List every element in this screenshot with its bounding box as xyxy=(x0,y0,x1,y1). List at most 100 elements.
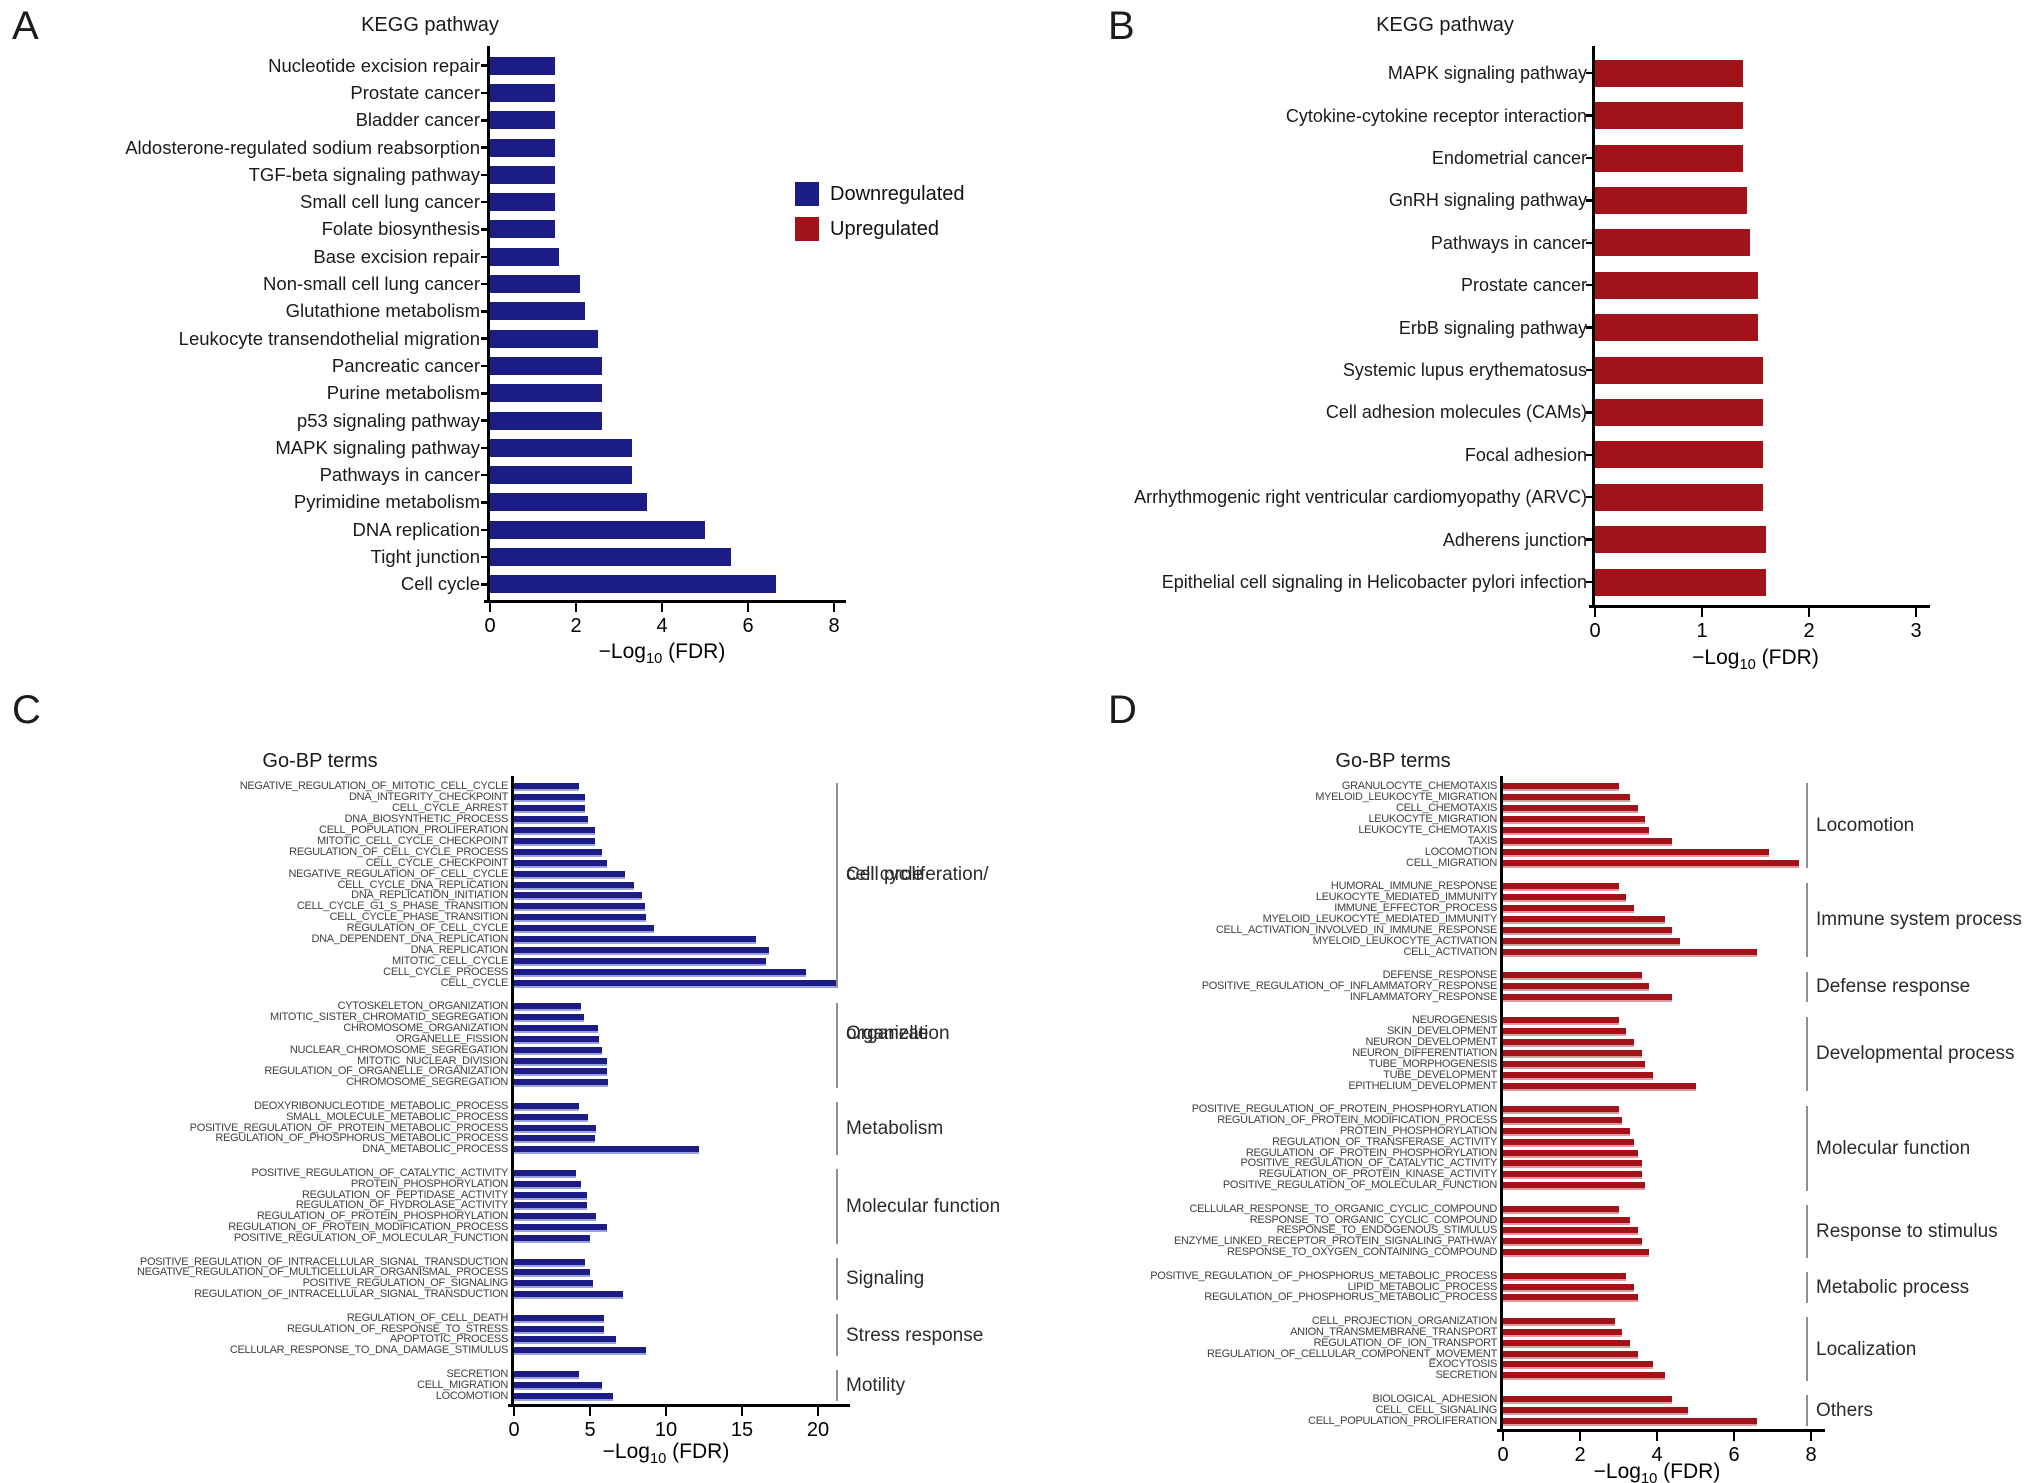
category-label: Small cell lung cancer xyxy=(300,191,480,213)
category-group-label-line: Others xyxy=(1816,1400,1874,1422)
category-label: NEURON_DIFFERENTIATION xyxy=(1352,1046,1497,1059)
category-group-line xyxy=(836,1169,838,1244)
bar xyxy=(514,881,635,890)
bar xyxy=(514,837,595,846)
row-tick xyxy=(1586,71,1594,75)
category-label: Bladder cancer xyxy=(355,109,480,131)
category-label: NEURON_DEVELOPMENT xyxy=(1365,1035,1497,1048)
row-tick xyxy=(481,173,489,177)
category-group-label-line: Stress response xyxy=(846,1324,984,1346)
category-label: Pathways in cancer xyxy=(1430,232,1587,253)
bar xyxy=(514,1135,595,1144)
x-axis-tick-label: 2 xyxy=(1574,1444,1586,1466)
bar xyxy=(490,111,555,130)
row-tick xyxy=(1586,368,1594,372)
bar xyxy=(514,1291,624,1300)
category-label: GnRH signaling pathway xyxy=(1388,190,1587,211)
row-tick xyxy=(481,337,489,340)
category-group-label-line: organization xyxy=(846,1023,950,1045)
panel-d-title: Go-BP terms xyxy=(1335,750,1451,772)
category-label: CELL_CYCLE_PHASE_TRANSITION xyxy=(329,911,509,924)
category-label: Prostate cancer xyxy=(1460,275,1587,296)
category-group-label-line: Metabolic process xyxy=(1816,1277,1970,1299)
bar xyxy=(490,220,555,239)
bar xyxy=(514,859,607,868)
category-label: POSITIVE_REGULATION_OF_MOLECULAR_FUNCTIO… xyxy=(1222,1179,1497,1192)
category-label: REGULATION_OF_CELL_CYCLE_PROCESS xyxy=(289,845,508,858)
bar xyxy=(514,1102,580,1111)
x-axis-tick-label: 5 xyxy=(584,1419,596,1441)
bar xyxy=(490,411,602,430)
bar xyxy=(1595,398,1763,426)
category-label: TUBE_MORPHOGENESIS xyxy=(1368,1057,1498,1070)
category-label: DNA replication xyxy=(352,518,480,540)
bar xyxy=(514,1124,597,1133)
category-group-line xyxy=(1806,882,1808,957)
category-label: REGULATION_OF_CELLULAR_COMPONENT_MOVEMEN… xyxy=(1206,1347,1497,1360)
row-tick xyxy=(481,146,489,149)
bar xyxy=(1503,993,1673,1002)
category-label: SECRETION xyxy=(1435,1369,1498,1382)
category-group-label-line: Immune system process xyxy=(1816,909,2022,931)
bar xyxy=(514,914,647,923)
bar xyxy=(514,1191,587,1200)
category-group-label-line: Defense response xyxy=(1816,976,1971,998)
category-group-label-line: Organelle xyxy=(846,1023,929,1045)
category-label: CYTOSKELETON_ORGANIZATION xyxy=(337,1000,509,1013)
x-axis-label-part: (FDR) xyxy=(1755,646,1819,669)
y-axis xyxy=(1592,46,1595,606)
category-label: REGULATION_OF_ORGANELLE_ORGANIZATION xyxy=(264,1065,508,1078)
bar xyxy=(514,1169,577,1178)
bar xyxy=(514,1347,647,1356)
bar xyxy=(1503,1283,1634,1292)
bar xyxy=(490,302,585,321)
category-label: REGULATION_OF_PROTEIN_PHOSPHORYLATION xyxy=(1245,1146,1497,1159)
category-group-label-line: cell cycle xyxy=(846,863,924,885)
row-tick xyxy=(481,583,489,586)
category-label: REGULATION_OF_PHOSPHORUS_METABOLIC_PROCE… xyxy=(215,1132,508,1145)
category-label: NEUROGENESIS xyxy=(1411,1014,1497,1027)
bar xyxy=(1503,1238,1642,1247)
category-label: DNA_INTEGRITY_CHECKPOINT xyxy=(348,791,508,804)
category-label: MYELOID_LEUKOCYTE_MIGRATION xyxy=(1315,791,1497,804)
category-group-line xyxy=(836,1102,838,1155)
x-axis-tick-label: 15 xyxy=(730,1419,754,1441)
category-label: Leukocyte transendothelial migration xyxy=(178,327,480,349)
bar xyxy=(490,165,555,184)
x-axis-tick-label: 0 xyxy=(484,615,496,637)
row-tick xyxy=(481,64,489,67)
panel-d-letter: D xyxy=(1108,688,1137,732)
bar xyxy=(1503,837,1673,846)
x-axis-label-part: 10 xyxy=(649,1451,667,1468)
category-label: Folate biosynthesis xyxy=(321,218,480,240)
category-label: CELL_PROJECTION_ORGANIZATION xyxy=(1311,1314,1497,1327)
x-axis-label-part: (FDR) xyxy=(666,1440,730,1463)
x-axis xyxy=(1589,605,1930,609)
category-group-line xyxy=(836,1258,838,1300)
category-group-line xyxy=(836,1370,838,1401)
category-label: POSITIVE_REGULATION_OF_PROTEIN_METABOLIC… xyxy=(189,1121,509,1134)
bar xyxy=(1503,1038,1634,1047)
category-label: DEOXYRIBONUCLEOTIDE_METABOLIC_PROCESS xyxy=(254,1099,508,1112)
bar xyxy=(1503,1082,1696,1091)
category-label: POSITIVE_REGULATION_OF_SIGNALING xyxy=(302,1277,509,1290)
panel-b-title: KEGG pathway xyxy=(1376,14,1514,36)
panel-c-letter: C xyxy=(12,688,41,732)
category-label: TUBE_DEVELOPMENT xyxy=(1383,1068,1497,1081)
category-label: SKIN_DEVELOPMENT xyxy=(1386,1025,1497,1038)
x-axis-tick-label: 10 xyxy=(654,1419,678,1441)
x-axis-label-part: −Log xyxy=(1692,646,1740,669)
x-axis-label: −Log10 (FDR) xyxy=(546,1440,786,1467)
category-label: POSITIVE_REGULATION_OF_INFLAMMATORY_RESP… xyxy=(1201,979,1498,992)
category-label: DEFENSE_RESPONSE xyxy=(1382,968,1498,981)
category-group-line xyxy=(1806,783,1808,869)
bar xyxy=(514,903,645,912)
bar xyxy=(514,1035,600,1044)
category-group-line xyxy=(1806,1272,1808,1303)
bar xyxy=(1503,1317,1615,1326)
bar xyxy=(514,1003,581,1012)
panel-a-letter: A xyxy=(12,4,39,48)
bar xyxy=(490,275,581,294)
category-label: EPITHELIUM_DEVELOPMENT xyxy=(1348,1079,1497,1092)
category-label: DNA_METABOLIC_PROCESS xyxy=(362,1143,508,1156)
